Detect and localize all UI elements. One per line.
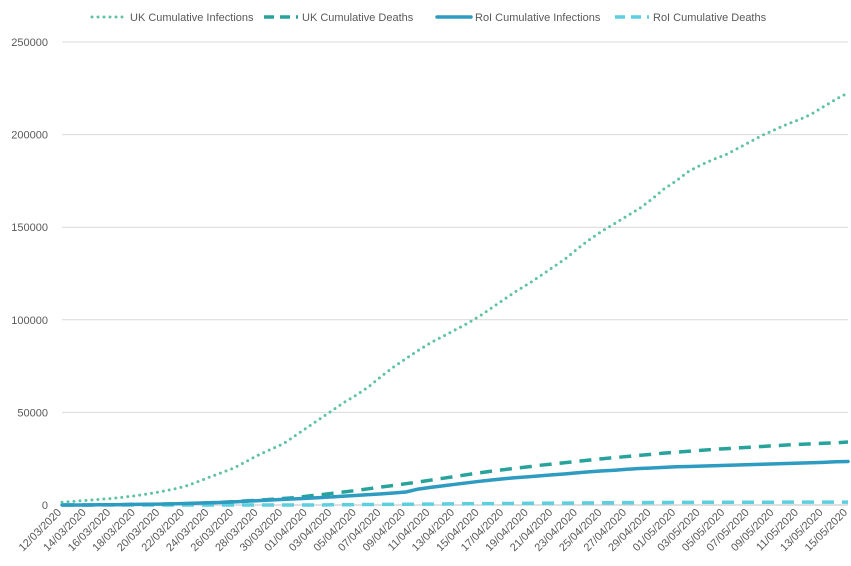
series-line-roi-cumulative-infections (60, 459, 850, 507)
legend-label: RoI Cumulative Infections (475, 12, 601, 24)
y-tick-label: 250000 (11, 37, 48, 49)
legend-item: RoI Cumulative Deaths (615, 12, 767, 24)
legend-item: UK Cumulative Infections (90, 12, 254, 24)
x-axis: 12/03/202014/03/202016/03/202018/03/2020… (17, 504, 850, 554)
legend-label: UK Cumulative Deaths (302, 12, 414, 24)
series-line-uk-cumulative-infections (60, 91, 850, 504)
y-tick-label: 0 (42, 500, 48, 512)
legend-label: UK Cumulative Infections (130, 12, 254, 24)
legend-item: UK Cumulative Deaths (264, 12, 414, 24)
legend-item: RoI Cumulative Infections (435, 12, 601, 24)
y-tick-label: 50000 (17, 407, 48, 419)
legend-label: RoI Cumulative Deaths (653, 12, 767, 24)
y-tick-label: 150000 (11, 222, 48, 234)
y-tick-label: 200000 (11, 130, 48, 142)
series-lines (60, 91, 850, 507)
y-axis: 0 50000 100000 150000 200000 250000 (11, 37, 48, 512)
y-tick-label: 100000 (11, 315, 48, 327)
gridlines (62, 41, 848, 506)
series-line-roi-cumulative-deaths (62, 500, 848, 507)
legend: UK Cumulative Infections UK Cumulative De… (90, 12, 767, 24)
series-line-uk-cumulative-deaths (62, 440, 849, 507)
